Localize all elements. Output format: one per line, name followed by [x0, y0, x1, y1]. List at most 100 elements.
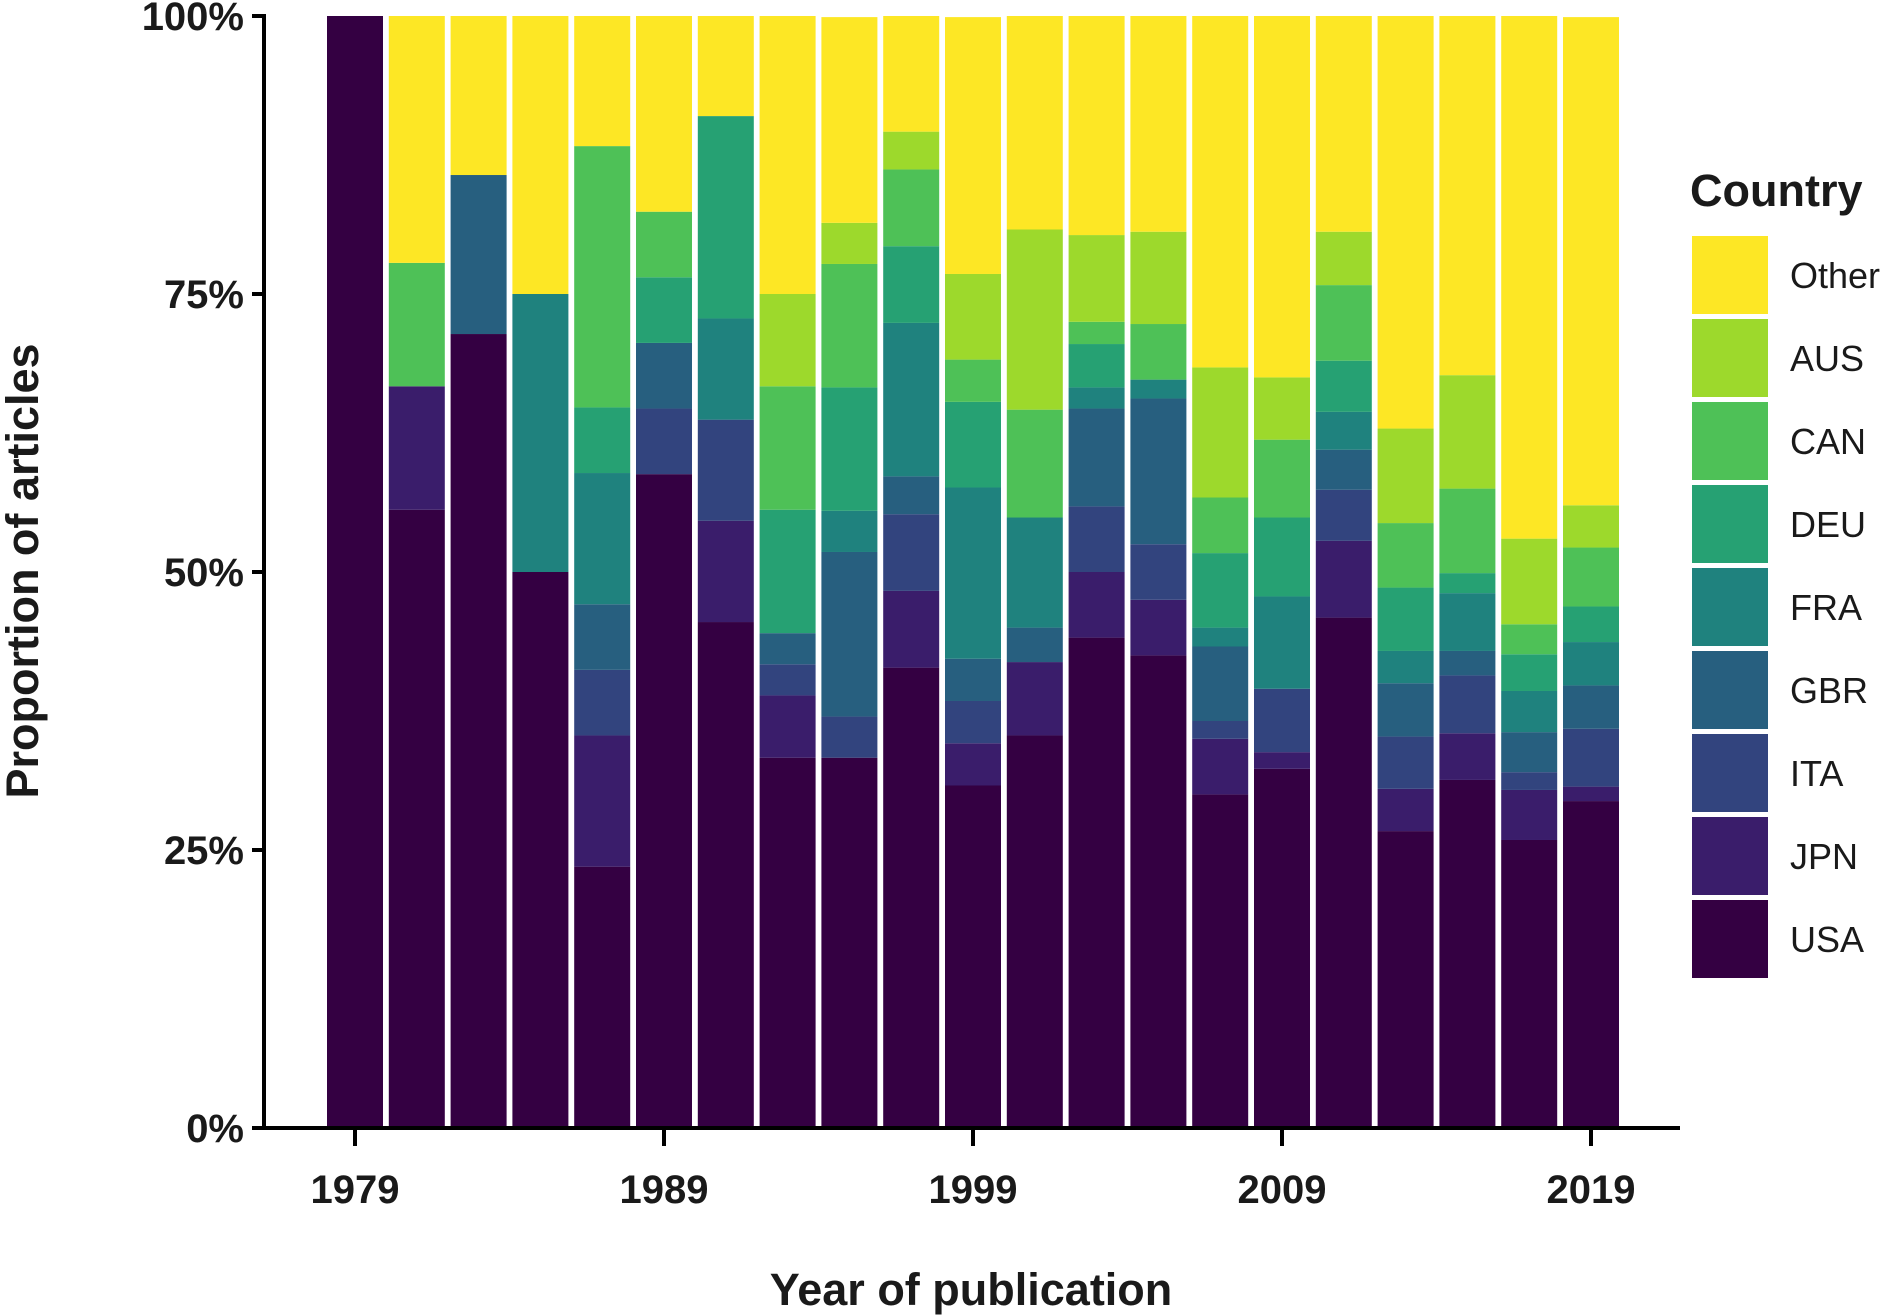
bar-segment-ita-1995: [821, 716, 878, 758]
bar-segment-gbr-1999: [945, 658, 1001, 701]
bar-segment-fra-2013: [1377, 650, 1434, 684]
bar-segment-ita-1993: [759, 664, 816, 696]
bar-stack-2001: [1006, 16, 1063, 1128]
legend-item-aus: AUS: [1692, 319, 1864, 397]
bar-segment-other-2019: [1563, 17, 1619, 506]
legend-swatch: [1692, 485, 1768, 563]
bar-stack-2009: [1254, 16, 1310, 1128]
bar-segment-fra-1995: [821, 510, 878, 552]
legend-label: DEU: [1790, 504, 1866, 545]
bar-segment-other-1997: [883, 16, 940, 132]
bar-segment-can-1987: [574, 146, 631, 408]
bar-stack-2017: [1501, 16, 1558, 1128]
bar-segment-fra-2019: [1563, 642, 1619, 686]
bar-stack-2005: [1130, 16, 1187, 1128]
x-ticks: 1979 1989 1999 2009 2019: [311, 1128, 1635, 1212]
bar-segment-can-2013: [1377, 523, 1434, 588]
bar-segment-aus-2009: [1254, 377, 1310, 440]
legend-title: Country: [1690, 165, 1863, 216]
bar-segment-can-2019: [1563, 547, 1619, 607]
bar-segment-gbr-1983: [450, 175, 507, 335]
bar-stack-1987: [574, 16, 631, 1128]
bar-segment-jpn-1999: [945, 743, 1001, 786]
bar-segment-can-1999: [945, 359, 1001, 402]
bar-segment-other-1983: [450, 16, 507, 176]
bar-stack-1993: [759, 16, 816, 1128]
bar-segment-aus-2003: [1068, 235, 1125, 322]
legend-swatch: [1692, 817, 1768, 895]
bar-segment-other-2011: [1315, 16, 1372, 232]
bar-segment-aus-1999: [945, 273, 1001, 360]
bar-stack-2013: [1377, 16, 1434, 1128]
bar-segment-deu-2009: [1254, 517, 1310, 597]
bar-segment-can-2015: [1439, 488, 1496, 574]
bar-segment-ita-2019: [1563, 728, 1619, 787]
bar-segment-deu-1989: [636, 277, 692, 343]
bar-segment-ita-1991: [697, 419, 754, 521]
bar-segment-other-1993: [759, 16, 816, 294]
bar-segment-deu-2007: [1192, 553, 1249, 628]
bar-segment-aus-2015: [1439, 375, 1496, 489]
bar-segment-fra-1991: [697, 318, 754, 420]
bar-segment-ita-2005: [1130, 544, 1187, 600]
bar-segment-other-2013: [1377, 16, 1434, 429]
x-tick-label: 1979: [311, 1168, 400, 1212]
bar-segment-aus-2007: [1192, 367, 1249, 498]
bar-segment-other-1987: [574, 16, 631, 147]
bar-segment-can-1993: [759, 386, 816, 510]
legend-label: CAN: [1790, 421, 1866, 462]
bar-segment-gbr-2017: [1501, 732, 1558, 773]
bar-segment-usa-1999: [945, 785, 1001, 1128]
bar-segment-other-2009: [1254, 16, 1310, 378]
bar-segment-other-2017: [1501, 16, 1558, 539]
bar-segment-deu-2017: [1501, 654, 1558, 691]
bar-stack-2007: [1192, 16, 1249, 1128]
y-tick-label: 0%: [186, 1107, 244, 1151]
legend-item-ita: ITA: [1692, 734, 1843, 812]
bar-segment-gbr-2007: [1192, 646, 1249, 722]
y-tick-label: 100%: [142, 0, 244, 39]
bar-segment-can-2011: [1315, 285, 1372, 361]
bar-segment-other-1989: [636, 16, 692, 212]
bar-segment-fra-1997: [883, 322, 940, 477]
bar-segment-gbr-2005: [1130, 398, 1187, 545]
bar-segment-usa-2001: [1006, 735, 1063, 1128]
bar-segment-gbr-2019: [1563, 685, 1619, 729]
y-axis-title: Proportion of articles: [0, 343, 48, 798]
y-tick-label: 25%: [164, 829, 244, 873]
bar-segment-can-2005: [1130, 324, 1187, 380]
bar-segment-other-1995: [821, 17, 878, 223]
bar-segment-aus-1993: [759, 294, 816, 387]
legend-item-gbr: GBR: [1692, 651, 1868, 729]
bar-segment-jpn-2017: [1501, 789, 1558, 840]
x-tick-label: 2009: [1238, 1168, 1327, 1212]
bar-segment-fra-2015: [1439, 593, 1496, 651]
bar-stack-1981: [388, 16, 445, 1128]
y-tick-label: 50%: [164, 551, 244, 595]
bar-segment-can-2007: [1192, 497, 1249, 554]
bar-segment-fra-1987: [574, 473, 631, 605]
bar-segment-gbr-1993: [759, 633, 816, 665]
bar-segment-other-2001: [1006, 16, 1063, 230]
bar-segment-jpn-1991: [697, 520, 754, 623]
bar-segment-ita-2013: [1377, 736, 1434, 789]
bar-segment-aus-2013: [1377, 428, 1434, 524]
bar-segment-jpn-2001: [1006, 662, 1063, 736]
bar-segment-usa-2013: [1377, 831, 1434, 1128]
bar-segment-can-1997: [883, 169, 940, 247]
bar-segment-usa-1981: [388, 509, 445, 1128]
legend-item-can: CAN: [1692, 402, 1866, 480]
bar-segment-other-1991: [697, 16, 754, 117]
legend-label: JPN: [1790, 836, 1858, 877]
bar-segment-fra-1985: [512, 294, 569, 572]
bar-segment-jpn-2009: [1254, 752, 1310, 769]
bar-segment-gbr-2013: [1377, 683, 1434, 737]
bar-segment-other-2005: [1130, 16, 1187, 232]
bar-segment-other-2015: [1439, 16, 1496, 376]
bar-segment-can-1981: [388, 262, 445, 387]
legend-item-usa: USA: [1692, 900, 1864, 978]
bar-stack-2003: [1068, 16, 1125, 1128]
legend-item-fra: FRA: [1692, 568, 1862, 646]
bar-stack-1997: [883, 16, 940, 1128]
